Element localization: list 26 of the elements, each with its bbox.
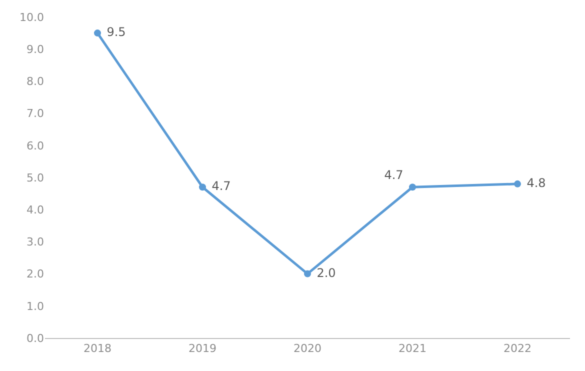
data-label: 4.7 [208, 179, 235, 194]
y-tick-label: 6.0 [26, 139, 44, 152]
x-tick-label: 2020 [294, 342, 322, 356]
point [409, 184, 416, 191]
y-tick-label: 2.0 [26, 268, 44, 281]
x-tick-label: 2022 [504, 342, 532, 356]
y-tick-label: 9.0 [26, 42, 44, 56]
data-label: 9.5 [102, 25, 130, 40]
point [514, 180, 521, 188]
y-tick-label: 10.0 [20, 10, 44, 24]
y-tick-label: 5.0 [26, 171, 44, 184]
y-tick-label: 0.0 [26, 332, 44, 345]
point [199, 184, 206, 191]
data-label: 4.7 [380, 168, 408, 182]
y-tick-label: 1.0 [26, 300, 44, 313]
x-tick-label: 2019 [188, 342, 216, 356]
x-tick-label: 2021 [398, 342, 426, 356]
x-tick-label: 2018 [84, 342, 112, 356]
point [304, 270, 311, 278]
data-label: 2.0 [312, 266, 340, 280]
y-tick-label: 7.0 [26, 107, 44, 120]
y-tick-label: 8.0 [26, 75, 44, 88]
point [94, 30, 101, 37]
y-tick-label: 4.0 [26, 203, 44, 216]
data-label: 4.8 [522, 176, 550, 190]
y-tick-label: 3.0 [26, 236, 44, 249]
